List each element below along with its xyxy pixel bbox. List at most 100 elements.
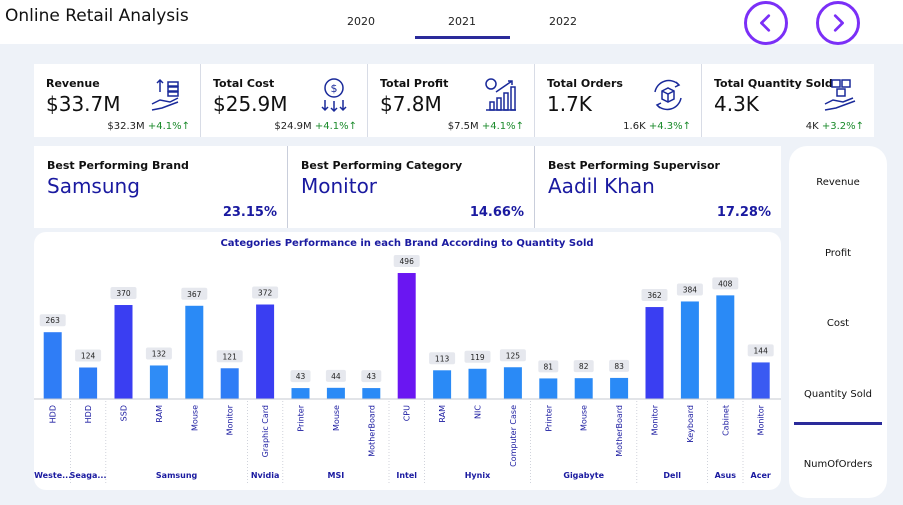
- kpi-value: 4.3K: [714, 92, 759, 116]
- best-supervisor-card: Best Performing Supervisor Aadil Khan 17…: [534, 146, 781, 228]
- metric-profit[interactable]: Profit: [824, 248, 852, 259]
- category-tick-label: Monitor: [226, 404, 235, 435]
- brand-label: Acer: [751, 471, 771, 480]
- brand-label: Seaga...: [70, 471, 107, 480]
- bar: [645, 307, 664, 399]
- data-label-bg: [609, 359, 630, 372]
- kpi-card-total-profit: Total Profit $7.8M $7.5M +4.1%↑: [368, 64, 535, 137]
- category-tick-label: Keyboard: [686, 405, 695, 443]
- data-label-bg: [110, 287, 137, 300]
- data-label-bg: [747, 344, 774, 357]
- svg-text:$: $: [331, 82, 338, 95]
- best-percentage: 23.15%: [222, 205, 277, 220]
- kpi-value: 1.7K: [547, 92, 592, 116]
- kpi-card-total-quantity-sold: Total Quantity Sold 4.3K 4K +3.2%↑: [702, 64, 874, 137]
- category-tick-label: MotherBoard: [615, 405, 624, 457]
- category-tick-label: Mouse: [332, 405, 341, 431]
- bar: [291, 388, 310, 399]
- bar: [680, 301, 699, 399]
- data-label-bg: [641, 289, 668, 302]
- metric-quantity-sold[interactable]: Quantity Sold: [804, 389, 872, 400]
- data-label: 44: [331, 372, 341, 381]
- kpi-comparison: $24.9M +4.1%↑: [274, 121, 357, 132]
- metric-selected-indicator: [794, 422, 882, 425]
- data-label: 124: [81, 352, 96, 361]
- metric-revenue[interactable]: Revenue: [816, 177, 860, 188]
- year-selected-indicator: [415, 36, 510, 39]
- data-label: 82: [579, 362, 589, 371]
- data-label: 43: [296, 372, 306, 381]
- data-label-bg: [290, 370, 311, 383]
- best-label: Best Performing Brand: [47, 159, 189, 172]
- year-tab-2022[interactable]: 2022: [549, 15, 577, 28]
- metric-num-of-orders[interactable]: NumOfOrders: [803, 459, 873, 470]
- category-tick-label: Graphic Card: [261, 405, 270, 457]
- kpi-comparison: $32.3M +4.1%↑: [107, 121, 190, 132]
- data-label-bg: [464, 350, 491, 363]
- chart-title: Categories Performance in each Brand Acc…: [220, 238, 593, 249]
- year-tab-2020[interactable]: 2020: [347, 15, 375, 28]
- best-percentage: 14.66%: [469, 205, 524, 220]
- year-tab-2021[interactable]: 2021: [448, 15, 476, 28]
- data-label-bg: [393, 255, 420, 268]
- kpi-comparison: $7.5M +4.1%↑: [447, 121, 524, 132]
- category-tick-label: Computer Case: [509, 405, 518, 467]
- previous-button[interactable]: [744, 1, 788, 45]
- category-tick-label: RAM: [438, 405, 447, 423]
- category-tick-label: Cabinet: [721, 405, 730, 436]
- category-tick-label: Printer: [544, 404, 553, 431]
- bar: [751, 362, 770, 399]
- best-performing-panel: Best Performing Brand Samsung 23.15% Bes…: [34, 146, 781, 228]
- category-tick-label: SSD: [120, 405, 129, 421]
- brand-label: Asus: [715, 471, 737, 480]
- data-label: 408: [718, 279, 733, 288]
- kpi-label: Total Quantity Sold: [714, 77, 833, 90]
- kpi-card-total-cost: Total Cost $25.9M $24.9M +4.1%↑ $: [201, 64, 368, 137]
- data-label-bg: [538, 360, 559, 373]
- bar: [539, 378, 558, 399]
- next-button[interactable]: [816, 1, 860, 45]
- boxes-hand-icon: [824, 79, 856, 111]
- kpi-comparison: 1.6K +4.3%↑: [623, 121, 691, 132]
- category-tick-label: MotherBoard: [367, 405, 376, 457]
- data-label: 362: [647, 291, 662, 300]
- kpi-card-revenue: Revenue $33.7M $32.3M +4.1%↑: [34, 64, 201, 137]
- coin-cost-icon: $: [321, 78, 347, 113]
- category-tick-label: Monitor: [757, 404, 766, 435]
- bar: [503, 367, 522, 399]
- bar: [326, 387, 345, 399]
- data-label: 113: [435, 354, 450, 363]
- bar-chart: Categories Performance in each Brand Acc…: [34, 238, 781, 484]
- brand-label: Dell: [663, 471, 681, 480]
- best-percentage: 17.28%: [716, 205, 771, 220]
- bar: [433, 370, 452, 399]
- category-tick-label: NIC: [474, 405, 483, 419]
- best-value: Aadil Khan: [548, 174, 655, 198]
- data-label: 132: [152, 349, 167, 358]
- box-cycle-icon: [654, 79, 682, 111]
- brand-label: Gigabyte: [563, 471, 604, 480]
- best-label: Best Performing Supervisor: [548, 159, 720, 172]
- data-label-bg: [573, 360, 594, 373]
- brand-label: Samsung: [156, 471, 198, 480]
- category-tick-label: HDD: [84, 405, 93, 423]
- bar: [362, 388, 381, 399]
- chevron-left-icon: [760, 14, 771, 32]
- data-label: 121: [223, 352, 238, 361]
- data-label: 119: [470, 353, 485, 362]
- bar: [468, 368, 487, 399]
- bar: [574, 378, 593, 399]
- data-label-bg: [676, 283, 703, 296]
- data-label-bg: [361, 370, 382, 383]
- brand-label: Intel: [396, 471, 417, 480]
- data-label: 372: [258, 289, 273, 298]
- brand-label: Hynix: [465, 471, 491, 480]
- data-label: 367: [187, 290, 202, 299]
- metric-cost[interactable]: Cost: [826, 318, 850, 329]
- bar: [79, 367, 98, 399]
- bar: [185, 305, 204, 399]
- brand-label: Weste...: [34, 471, 71, 480]
- bar: [256, 304, 275, 399]
- best-brand-card: Best Performing Brand Samsung 23.15%: [34, 146, 287, 228]
- brand-label: Nvidia: [251, 471, 280, 480]
